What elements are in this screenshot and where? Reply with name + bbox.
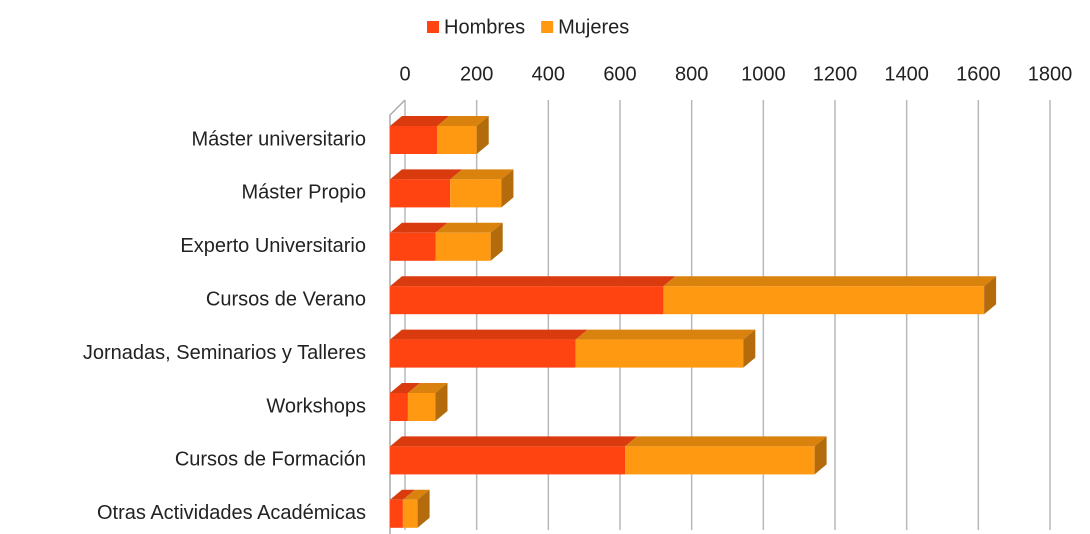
bar bbox=[390, 126, 438, 154]
bar bbox=[390, 286, 664, 315]
y-tick-label: Cursos de Verano bbox=[206, 288, 366, 310]
x-tick-label: 1800 bbox=[1028, 63, 1073, 85]
bar-top bbox=[450, 169, 514, 180]
bar-top bbox=[407, 383, 448, 393]
y-tick-label: Workshops bbox=[266, 395, 366, 417]
x-tick-label: 1400 bbox=[884, 63, 929, 85]
bar bbox=[435, 232, 491, 261]
bar bbox=[575, 339, 744, 368]
x-tick-label: 1600 bbox=[956, 63, 1001, 85]
legend-label: Mujeres bbox=[558, 16, 629, 38]
bar-top bbox=[390, 222, 448, 233]
bar bbox=[663, 286, 985, 315]
bar bbox=[390, 499, 403, 528]
bar-top bbox=[575, 329, 756, 340]
bar-side bbox=[743, 329, 756, 368]
x-tick-label: 800 bbox=[675, 63, 708, 85]
bar-top bbox=[390, 276, 676, 287]
bar-top bbox=[390, 116, 450, 126]
bar-side bbox=[476, 116, 489, 154]
x-tick-label: 1000 bbox=[741, 63, 786, 85]
bar-top bbox=[390, 383, 420, 393]
y-tick-label: Máster universitario bbox=[191, 128, 366, 150]
y-tick-label: Otras Actividades Académicas bbox=[97, 502, 366, 524]
bar bbox=[390, 179, 451, 208]
legend-label: Hombres bbox=[444, 16, 525, 38]
bar-side bbox=[435, 383, 448, 421]
bar bbox=[450, 179, 502, 208]
bar bbox=[390, 232, 436, 261]
bar bbox=[407, 393, 436, 421]
bar-top bbox=[402, 489, 430, 500]
x-tick-label: 600 bbox=[603, 63, 636, 85]
bar-top bbox=[390, 489, 415, 500]
y-tick-label: Jornadas, Seminarios y Talleres bbox=[83, 342, 366, 364]
bar bbox=[437, 126, 477, 154]
bar-top bbox=[625, 436, 827, 447]
bar-top bbox=[390, 436, 638, 447]
x-tick-label: 200 bbox=[460, 63, 493, 85]
y-tick-label: Cursos de Formación bbox=[175, 449, 366, 471]
bar bbox=[402, 499, 418, 528]
x-tick-label: 0 bbox=[399, 63, 410, 85]
y-tick-label: Experto Universitario bbox=[180, 235, 366, 257]
bar-side bbox=[984, 276, 997, 315]
bar-side bbox=[490, 222, 503, 261]
legend-swatch bbox=[427, 21, 439, 33]
bar-side bbox=[814, 436, 827, 475]
y-tick-label: Máster Propio bbox=[242, 182, 367, 204]
bar bbox=[625, 446, 815, 475]
bar bbox=[390, 446, 626, 475]
bar-top bbox=[663, 276, 997, 287]
bar bbox=[390, 339, 576, 368]
bar-top bbox=[390, 329, 588, 340]
legend-swatch bbox=[541, 21, 554, 33]
x-tick-label: 400 bbox=[532, 63, 565, 85]
bar-side bbox=[417, 489, 430, 528]
bar-top bbox=[390, 169, 463, 180]
x-tick-label: 1200 bbox=[813, 63, 858, 85]
bar-top bbox=[435, 222, 503, 233]
bar bbox=[390, 393, 408, 421]
bar-top bbox=[437, 116, 489, 126]
bar-side bbox=[501, 169, 514, 208]
